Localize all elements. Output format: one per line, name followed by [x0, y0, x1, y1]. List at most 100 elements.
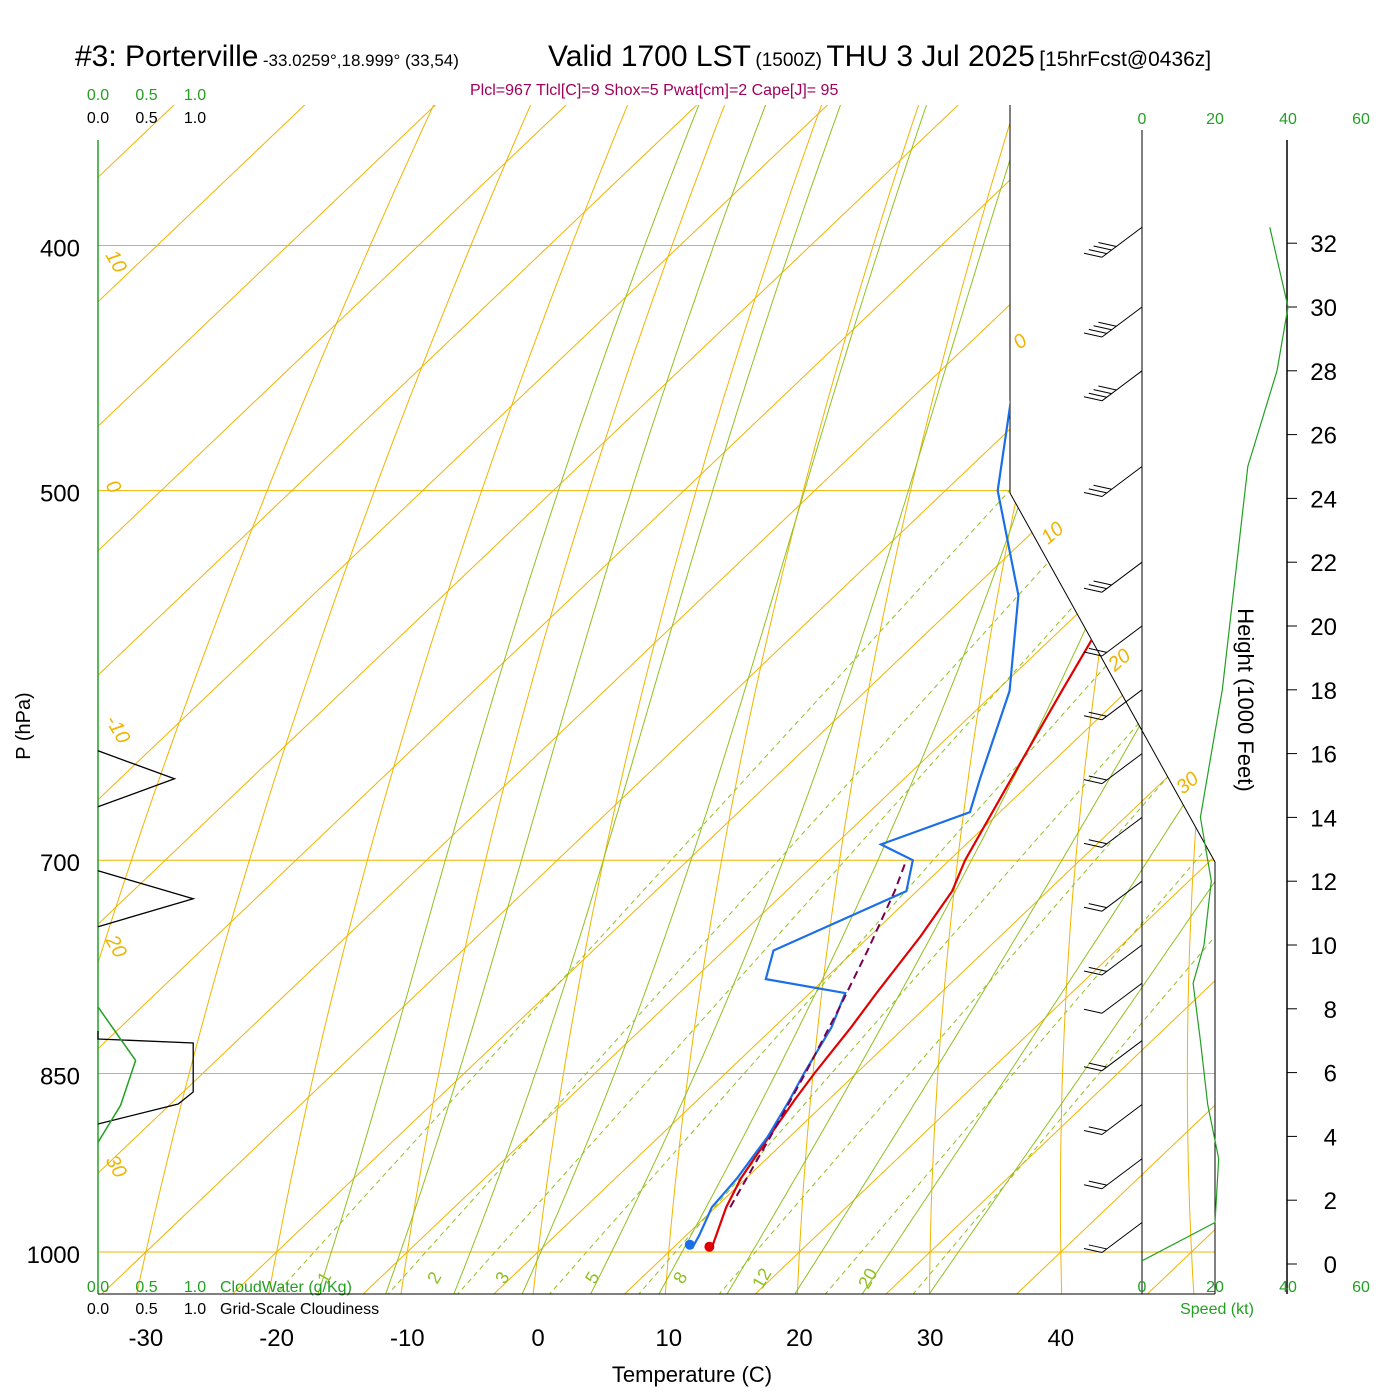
wind-barb-flag [1098, 385, 1117, 391]
wind-speed-profile [1141, 227, 1289, 1262]
forecast-info: [15hrFcst@0436z] [1039, 48, 1212, 71]
wind-barb-staff [1101, 1158, 1143, 1190]
dry-adiabat [1059, 105, 1215, 1294]
dry-adiabat [98, 105, 642, 1294]
height-tick-label: 20 [1310, 614, 1337, 641]
height-axis-title: Height (1000 Feet) [1233, 608, 1258, 791]
dry-adiabat-label: 10 [1037, 518, 1068, 549]
x-tick-label: 10 [655, 1325, 682, 1352]
moist-adiabat [754, 105, 1215, 1294]
wind-barb-flag [1088, 488, 1107, 494]
speed-tick-bottom: 0 [1138, 1279, 1147, 1296]
wind-barb-staff [1101, 1104, 1143, 1135]
wind-barb-flag [1083, 1184, 1103, 1190]
x-tick-label: 20 [786, 1325, 813, 1352]
cloudiness-scale-top: 0.5 [135, 110, 157, 127]
wind-barb-flag [1088, 966, 1107, 972]
station-name: #3: Porterville [75, 40, 259, 73]
wind-barb-flag [1088, 775, 1107, 781]
height-tick-label: 22 [1310, 550, 1337, 577]
isotherm [558, 105, 1215, 1294]
dry-adiabat [391, 105, 903, 1294]
mixing-ratio-line [664, 245, 1215, 1294]
wind-barb-staff [1101, 561, 1143, 593]
cloudiness-spike [97, 750, 177, 808]
cloud-water-profile [97, 1006, 137, 1143]
wind-barb-flag [1083, 906, 1103, 912]
speed-tick-bottom: 20 [1206, 1279, 1224, 1296]
wind-barb-staff [1101, 817, 1143, 848]
x-tick-label: 40 [1047, 1325, 1074, 1352]
isotherm [98, 105, 1009, 1294]
height-tick-label: 8 [1324, 997, 1337, 1024]
wind-barb-flag [1093, 325, 1112, 331]
height-tick-label: 14 [1310, 805, 1337, 832]
pressure-label: 850 [40, 1063, 80, 1090]
height-tick-label: 6 [1324, 1061, 1337, 1088]
wind-barb-flag [1083, 970, 1103, 976]
wind-barb-flag [1093, 245, 1112, 251]
isotherm [98, 105, 1215, 1294]
wind-barb-flag [1083, 1008, 1103, 1014]
isotherm [98, 105, 1215, 1294]
isotherm [98, 105, 1215, 1294]
dry-adiabat [123, 105, 729, 1294]
wind-barb-flag [1083, 252, 1103, 258]
mixing-ratio-label: 2 [423, 1268, 445, 1287]
cloud-water-scale-bottom: 1.0 [184, 1279, 206, 1296]
surface-temperature-marker [704, 1241, 715, 1252]
dry-adiabat-label: 0 [1009, 330, 1032, 354]
surface-markers [684, 1239, 715, 1252]
mixing-ratio-label: 8 [669, 1268, 691, 1287]
dry-adiabat [794, 105, 1163, 1294]
mixing-ratio-label: 3 [491, 1268, 513, 1287]
cloudiness-scale-bottom: 1.0 [184, 1301, 206, 1318]
height-tick-label: 28 [1310, 359, 1337, 386]
x-tick-label: 30 [917, 1325, 944, 1352]
speed-tick-top: 60 [1352, 111, 1370, 128]
valid-local: Valid 1700 LST [548, 40, 751, 73]
wind-barb-flag [1088, 903, 1107, 909]
wind-barb-flag [1093, 580, 1112, 586]
mixing-ratio-line [218, 245, 1215, 1294]
valid-time: Valid 1700 LST (1500Z) THU 3 Jul 2025 [1… [548, 40, 1211, 74]
cloudiness-scale-top: 1.0 [184, 110, 206, 127]
cloud-water-scale-top: 0.5 [135, 87, 157, 104]
wind-barb-staff [1101, 1040, 1143, 1072]
wind-barb-flag [1083, 1248, 1103, 1254]
wind-barb-flag [1083, 1130, 1103, 1135]
pressure-label: 400 [40, 235, 80, 262]
speed-tick-top: 40 [1279, 111, 1297, 128]
isotherm-label: 0 [101, 477, 126, 498]
mixing-ratio-label: 12 [748, 1265, 775, 1292]
mixing-ratio-line [331, 245, 1215, 1294]
dry-adiabat [928, 105, 1215, 1294]
wind-barb-flag [1093, 389, 1112, 395]
isotherm [98, 105, 747, 1294]
isotherm [98, 105, 1215, 1294]
mixing-ratio-label: 20 [854, 1265, 881, 1292]
y-axis-title: P (hPa) [13, 692, 35, 759]
cloudiness-scale-top: 0.0 [87, 110, 109, 127]
wind-barb-staff [1101, 689, 1143, 721]
wind-barb-flag [1088, 1180, 1107, 1186]
moist-adiabat [558, 105, 1178, 1294]
cloudiness-scale-bottom: 0.0 [87, 1301, 109, 1318]
dry-adiabat [660, 105, 1077, 1294]
valid-zulu: (1500Z) [755, 50, 822, 71]
x-tick-label: -30 [129, 1325, 164, 1352]
isotherm-label: 10 [101, 247, 131, 277]
wind-barb-flag [1093, 484, 1112, 490]
wind-barb-flag [1088, 249, 1107, 255]
wind-barb-flag [1088, 392, 1107, 398]
mixing-ratio-label: 5 [581, 1268, 603, 1287]
wind-barb-flag [1083, 842, 1103, 848]
wind-barb-flag [1098, 321, 1117, 327]
moist-adiabat [689, 105, 1215, 1294]
station-coords: -33.0259°,18.999° (33,54) [262, 51, 459, 70]
mixing-ratio-line [494, 245, 1215, 1294]
cloud-water-scale-top: 0.0 [87, 87, 109, 104]
moist-adiabat [885, 105, 1215, 1294]
wind-barb-flag [1083, 651, 1103, 657]
